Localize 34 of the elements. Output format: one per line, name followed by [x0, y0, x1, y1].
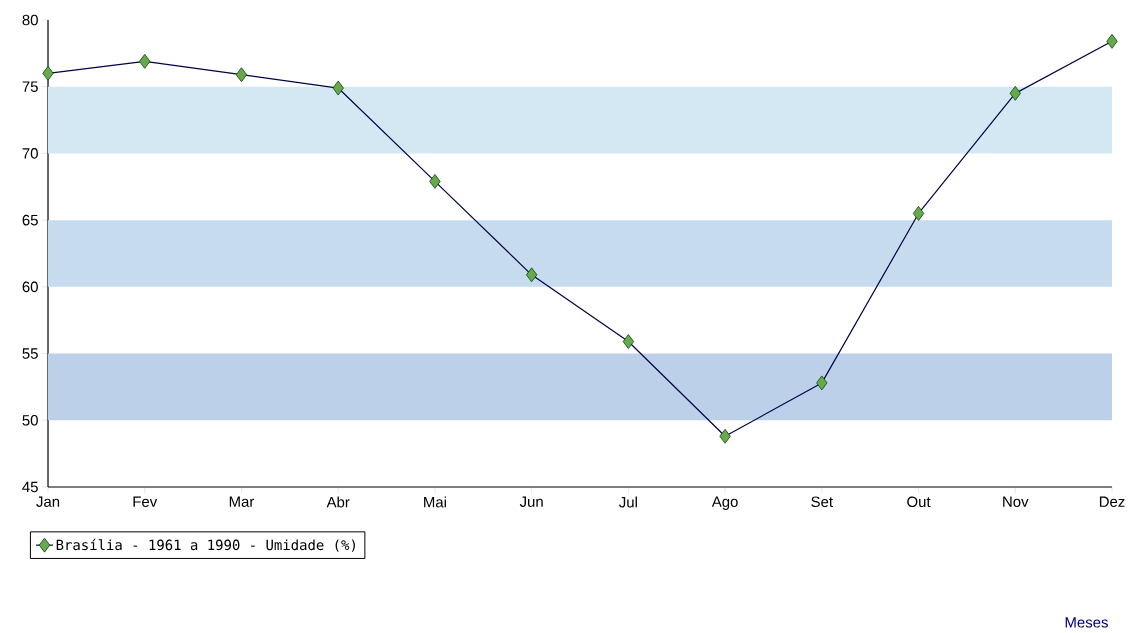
x-tick-label: Fev: [133, 496, 158, 507]
x-tick-label: Abr: [326, 496, 350, 508]
point: [525, 267, 538, 283]
y-tick-label: 80: [22, 14, 38, 26]
point: [816, 375, 828, 391]
x-tick-label: Jan: [36, 496, 60, 507]
point: [1106, 33, 1118, 49]
y-tick-label: 45: [22, 481, 38, 493]
y-tick-label: 50: [22, 414, 38, 426]
x-tick-label: Dez: [1099, 496, 1125, 507]
point: [1009, 85, 1021, 101]
point: [622, 334, 635, 349]
y-tick-label: 70: [22, 148, 38, 159]
x-tick-label: Nov: [1003, 496, 1029, 507]
text: Meses: [1065, 617, 1108, 628]
x-tick-label: Mar: [229, 496, 255, 507]
point: [429, 174, 441, 189]
x-tick-label: Mai: [424, 496, 446, 508]
point: [235, 67, 248, 83]
y-tick-label: 75: [22, 81, 38, 92]
legend-label: Brasília - 1961 a 1990 - Umidade (%): [56, 538, 355, 552]
x-tick-label: Out: [907, 496, 931, 508]
y-tick-label: 65: [22, 214, 38, 226]
x-tick-label: Ago: [711, 496, 738, 510]
point: [139, 53, 151, 69]
point: [719, 428, 731, 444]
point: [912, 206, 925, 221]
y-tick-label: 60: [22, 281, 38, 293]
point: [332, 80, 344, 96]
x-tick-label: Jul: [619, 496, 637, 508]
x-tick-label: Set: [811, 496, 833, 508]
x-tick-label: Jun: [519, 496, 543, 507]
y-tick-label: 55: [22, 348, 38, 359]
point: [42, 65, 54, 81]
